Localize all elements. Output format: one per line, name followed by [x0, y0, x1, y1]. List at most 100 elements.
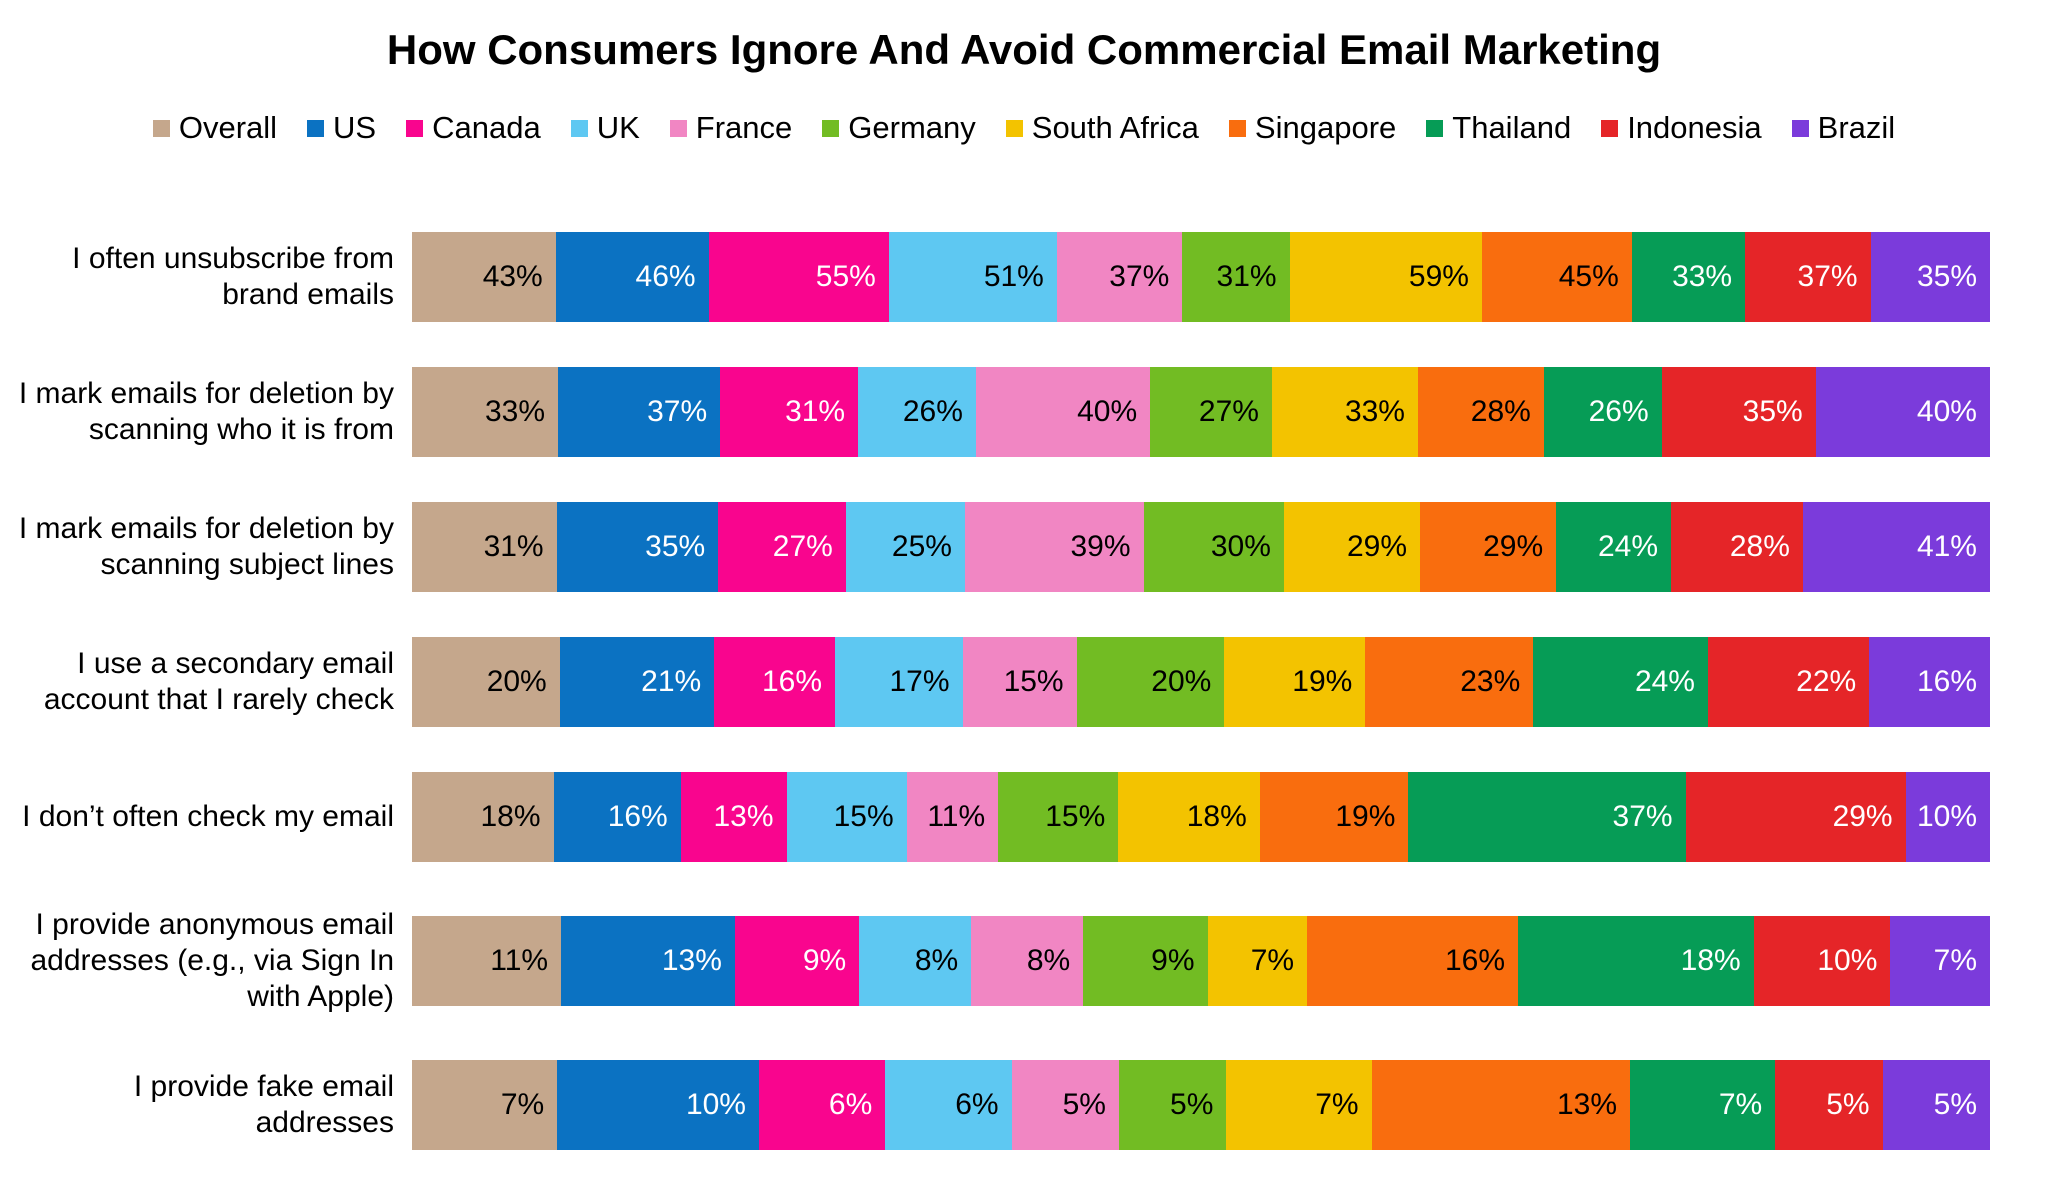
- bar-segment-singapore: 28%: [1417, 367, 1544, 457]
- segment-value: 28%: [1729, 530, 1790, 563]
- legend-label: Germany: [848, 110, 976, 145]
- bar-segment-thailand: 33%: [1631, 232, 1746, 322]
- row-label: I provide fake email addresses: [133, 1070, 394, 1139]
- segment-value: 11%: [490, 944, 549, 977]
- bar-segment-singapore: 45%: [1481, 232, 1632, 322]
- segment-value: 13%: [1556, 1088, 1618, 1121]
- stacked-bar: 33% 37% 31% 26% 40% 27% 33% 28% 26% 35% 40%: [412, 367, 1990, 457]
- bar-segment-south-africa: 19%: [1224, 637, 1366, 727]
- segment-value: 37%: [1612, 800, 1673, 833]
- bar-segment-france: 15%: [962, 637, 1077, 727]
- bar-segment-france: 11%: [906, 772, 999, 862]
- bar-segment-brazil: 10%: [1905, 772, 1990, 862]
- row-label: I mark emails for deletion by scanning w…: [18, 377, 394, 446]
- bar-segment-us: 46%: [555, 232, 709, 322]
- legend-item-uk: UK: [570, 110, 640, 146]
- segment-value: 37%: [1797, 260, 1858, 293]
- bar-segment-thailand: 26%: [1543, 367, 1662, 457]
- segment-value: 6%: [955, 1088, 999, 1121]
- segment-value: 46%: [635, 260, 696, 293]
- bar-segment-uk: 51%: [888, 232, 1057, 322]
- segment-value: 13%: [661, 944, 722, 977]
- bar-segment-france: 37%: [1056, 232, 1183, 322]
- segment-value: 19%: [1292, 665, 1353, 698]
- legend-item-south-africa: South Africa: [1005, 110, 1199, 146]
- chart-legend: Overall US Canada UK France Germany South Afri…: [0, 110, 2048, 146]
- bar-segment-germany: 9%: [1083, 916, 1208, 1006]
- bar-segment-overall: 20%: [412, 637, 560, 727]
- legend-item-canada: Canada: [406, 110, 541, 146]
- stacked-bar: 20% 21% 16% 17% 15% 20% 19% 23% 24% 22% 16%: [412, 637, 1990, 727]
- legend-label: US: [333, 110, 377, 145]
- chart-page: How Consumers Ignore And Avoid Commercia…: [0, 26, 2048, 1202]
- segment-value: 25%: [891, 530, 952, 563]
- segment-value: 10%: [1916, 800, 1977, 833]
- bar-segment-canada: 6%: [758, 1060, 886, 1150]
- bar-segment-singapore: 19%: [1259, 772, 1409, 862]
- segment-value: 40%: [1916, 395, 1977, 428]
- segment-value: 31%: [785, 395, 846, 428]
- segment-value: 10%: [1817, 944, 1878, 977]
- bar-segment-us: 21%: [559, 637, 715, 727]
- segment-value: 28%: [1470, 395, 1531, 428]
- legend-item-overall: Overall: [152, 110, 278, 146]
- bar-segment-thailand: 18%: [1518, 916, 1754, 1006]
- segment-value: 35%: [1916, 260, 1977, 293]
- bar-segment-overall: 43%: [412, 232, 556, 322]
- bar-segment-us: 16%: [553, 772, 681, 862]
- legend-swatch-icon: [1228, 119, 1246, 137]
- legend-item-germany: Germany: [822, 110, 976, 146]
- bar-segment-singapore: 23%: [1365, 637, 1534, 727]
- chart-row: I use a secondary email account that I r…: [0, 637, 2048, 727]
- legend-swatch-icon: [1426, 119, 1444, 137]
- bar-segment-thailand: 37%: [1408, 772, 1686, 862]
- chart-row: I provide anonymous email addresses (e.g…: [0, 907, 2048, 1015]
- legend-item-thailand: Thailand: [1426, 110, 1571, 146]
- segment-value: 59%: [1408, 260, 1469, 293]
- segment-value: 29%: [1483, 530, 1544, 563]
- segment-value: 16%: [607, 800, 668, 833]
- bar-segment-uk: 26%: [858, 367, 976, 457]
- segment-value: 29%: [1346, 530, 1408, 563]
- legend-label: South Africa: [1031, 110, 1199, 145]
- segment-value: 7%: [1315, 1088, 1359, 1121]
- segment-value: 8%: [914, 944, 959, 977]
- segment-value: 51%: [983, 260, 1044, 293]
- legend-swatch-icon: [1601, 119, 1619, 137]
- chart-row: I don’t often check my email 18% 16% 13% 15%…: [0, 772, 2048, 862]
- chart-title: How Consumers Ignore And Avoid Commercia…: [386, 26, 1662, 73]
- legend-label: France: [695, 110, 793, 145]
- legend-swatch-icon: [822, 119, 840, 137]
- bar-segment-indonesia: 35%: [1661, 367, 1816, 457]
- segment-value: 7%: [1718, 1088, 1763, 1121]
- segment-value: 15%: [1003, 665, 1064, 698]
- segment-value: 7%: [1250, 944, 1295, 977]
- segment-value: 37%: [647, 395, 708, 428]
- segment-value: 16%: [1445, 944, 1506, 977]
- segment-value: 9%: [1151, 944, 1195, 977]
- bar-segment-germany: 20%: [1076, 637, 1225, 727]
- segment-value: 35%: [645, 530, 706, 563]
- chart-row: I often unsubscribe from brand emails 43%…: [0, 232, 2048, 322]
- bar-segment-canada: 13%: [680, 772, 787, 862]
- segment-value: 26%: [1588, 395, 1649, 428]
- legend-item-indonesia: Indonesia: [1601, 110, 1762, 146]
- bar-segment-indonesia: 28%: [1671, 502, 1803, 592]
- segment-value: 9%: [802, 944, 847, 977]
- bar-segment-singapore: 29%: [1420, 502, 1557, 592]
- segment-value: 29%: [1832, 800, 1893, 833]
- legend-swatch-icon: [669, 119, 687, 137]
- stacked-bar: 11% 13% 9% 8% 8% 9% 7% 16% 18% 10% 7%: [412, 916, 1991, 1006]
- bar-segment-overall: 31%: [412, 502, 557, 592]
- bar-segment-indonesia: 29%: [1685, 772, 1906, 862]
- bar-segment-france: 39%: [964, 502, 1144, 592]
- segment-value: 24%: [1598, 530, 1659, 563]
- stacked-bar: 18% 16% 13% 15% 11% 15% 18% 19% 37% 29% 10%: [412, 772, 1990, 862]
- segment-value: 17%: [889, 665, 950, 698]
- legend-label: Overall: [178, 110, 278, 145]
- bar-segment-canada: 16%: [714, 637, 836, 727]
- legend-swatch-icon: [1005, 119, 1023, 137]
- row-label: I often unsubscribe from brand emails: [72, 242, 394, 311]
- segment-value: 15%: [833, 800, 894, 833]
- bar-segment-overall: 11%: [412, 916, 562, 1006]
